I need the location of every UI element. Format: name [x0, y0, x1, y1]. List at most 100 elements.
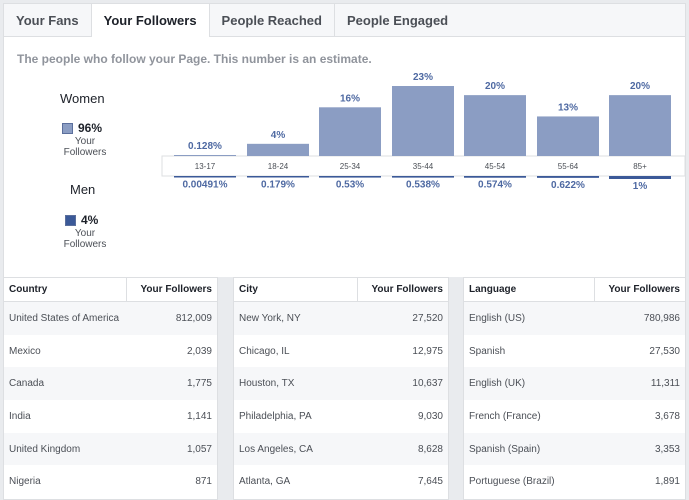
table-header: Country Your Followers	[4, 278, 217, 302]
row-value: 2,039	[186, 345, 212, 357]
table-row: Chicago, IL 12,975	[234, 335, 448, 368]
table-row: United Kingdom 1,057	[4, 432, 217, 466]
country-table: Country Your Followers United States of Am…	[3, 277, 218, 500]
men-bar-label: 0.53%	[336, 180, 364, 191]
row-value: 9,030	[417, 410, 443, 422]
row-name: Philadelphia, PA	[239, 410, 312, 422]
tab-your-fans[interactable]: Your Fans	[4, 4, 92, 37]
women-bar-label: 4%	[271, 130, 286, 141]
men-bar	[537, 176, 599, 178]
table-body: New York, NY 27,520 Chicago, IL 12,975 Houst…	[234, 302, 448, 498]
row-value: 3,353	[654, 443, 680, 455]
row-value: 3,678	[654, 410, 680, 422]
men-bar	[319, 176, 381, 178]
row-name: United Kingdom	[9, 443, 81, 455]
women-bar-label: 16%	[340, 93, 360, 104]
row-value: 812,009	[175, 312, 212, 324]
table-header: City Your Followers	[234, 278, 448, 302]
language-table: Language Your Followers English (US) 780,98…	[463, 277, 686, 500]
row-name: Los Angeles, CA	[239, 443, 313, 455]
women-bar	[464, 95, 526, 156]
row-value: 1,891	[654, 476, 680, 488]
row-name: Mexico	[9, 345, 41, 357]
table-row: French (France) 3,678	[464, 400, 685, 433]
women-bar-label: 20%	[485, 81, 505, 92]
tab-people-reached[interactable]: People Reached	[210, 4, 335, 37]
table-row: Houston, TX 10,637	[234, 367, 448, 401]
column-header-followers[interactable]: Your Followers	[608, 284, 681, 295]
table-row: United States of America 812,009	[4, 302, 217, 335]
row-name: French (France)	[469, 410, 541, 422]
women-bar-label: 20%	[630, 81, 650, 92]
column-header-country[interactable]: Country	[4, 278, 127, 301]
men-bar-label: 0.00491%	[182, 180, 227, 191]
table-body: English (US) 780,986 Spanish 27,530 English …	[464, 302, 685, 498]
men-bar-label: 0.622%	[551, 180, 585, 191]
row-value: 27,530	[649, 345, 680, 357]
city-table: City Your Followers New York, NY 27,520 Chic…	[233, 277, 449, 500]
men-bar	[247, 176, 309, 178]
row-value: 1,775	[186, 378, 212, 390]
women-title: Women	[60, 91, 105, 106]
men-bar-label: 0.574%	[478, 180, 512, 191]
age-tick-label: 35-44	[413, 162, 434, 171]
age-tick-label: 85+	[633, 162, 647, 171]
row-value: 27,520	[412, 312, 443, 324]
age-tick-label: 45-54	[485, 162, 506, 171]
table-row: Canada 1,775	[4, 367, 217, 401]
table-header: Language Your Followers	[464, 278, 685, 302]
women-swatch	[62, 123, 73, 134]
table-row: Los Angeles, CA 8,628	[234, 432, 448, 466]
age-tick-label: 13-17	[195, 162, 216, 171]
row-name: Atlanta, GA	[239, 476, 291, 488]
age-tick-label: 25-34	[340, 162, 361, 171]
page-description: The people who follow your Page. This nu…	[17, 52, 372, 66]
men-bar	[174, 176, 236, 178]
men-bar-label: 0.179%	[261, 180, 295, 191]
age-tick-label: 55-64	[558, 162, 579, 171]
tab-people-engaged[interactable]: People Engaged	[346, 13, 449, 28]
men-swatch	[65, 215, 76, 226]
row-name: Spanish (Spain)	[469, 443, 541, 455]
row-value: 11,311	[650, 378, 680, 390]
table-row: English (US) 780,986	[464, 302, 685, 335]
men-bar-label: 0.538%	[406, 180, 440, 191]
row-value: 12,975	[412, 345, 443, 357]
row-value: 1,141	[186, 410, 212, 422]
row-name: United States of America	[9, 312, 120, 324]
row-name: Chicago, IL	[239, 345, 290, 357]
women-sub: Your Followers	[63, 136, 107, 158]
table-row: Nigeria 871	[4, 465, 217, 498]
row-value: 780,986	[643, 312, 680, 324]
row-name: Canada	[9, 378, 45, 390]
row-name: English (UK)	[469, 378, 526, 390]
row-name: India	[9, 410, 31, 422]
table-row: Philadelphia, PA 9,030	[234, 400, 448, 433]
tab-your-followers[interactable]: Your Followers	[91, 4, 210, 38]
men-pct: 4%	[81, 213, 99, 227]
column-header-followers[interactable]: Your Followers	[371, 284, 444, 295]
table-row: Mexico 2,039	[4, 335, 217, 368]
women-bar	[174, 155, 236, 156]
table-row: New York, NY 27,520	[234, 302, 448, 335]
row-name: Houston, TX	[239, 378, 295, 390]
table-row: Spanish (Spain) 3,353	[464, 432, 685, 466]
women-bar	[319, 107, 381, 156]
column-header-followers[interactable]: Your Followers	[140, 284, 213, 295]
column-header-language[interactable]: Language	[464, 278, 595, 301]
table-row: Atlanta, GA 7,645	[234, 465, 448, 498]
row-name: Portuguese (Brazil)	[469, 476, 555, 488]
row-name: Spanish	[469, 345, 506, 357]
column-header-city[interactable]: City	[234, 278, 358, 301]
women-bar-label: 23%	[413, 72, 433, 83]
row-name: New York, NY	[239, 312, 301, 324]
table-row: Portuguese (Brazil) 1,891	[464, 465, 685, 498]
women-pct: 96%	[78, 121, 103, 135]
followers-panel: The people who follow your Page. This nu…	[3, 37, 686, 277]
row-value: 10,637	[412, 378, 443, 390]
table-row: English (UK) 11,311	[464, 367, 685, 401]
row-value: 871	[195, 476, 212, 488]
row-value: 1,057	[186, 443, 212, 455]
table-row: India 1,141	[4, 400, 217, 433]
table-body: United States of America 812,009 Mexico 2,0…	[4, 302, 217, 498]
